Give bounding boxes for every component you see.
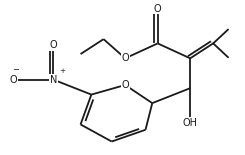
Text: N: N	[50, 75, 57, 85]
Text: O: O	[121, 80, 129, 90]
Text: +: +	[60, 68, 66, 74]
Text: O: O	[154, 4, 161, 13]
Text: OH: OH	[183, 118, 198, 128]
Text: O: O	[50, 40, 57, 50]
Text: O: O	[121, 53, 129, 63]
Text: −: −	[12, 65, 19, 74]
Text: O: O	[9, 75, 17, 85]
